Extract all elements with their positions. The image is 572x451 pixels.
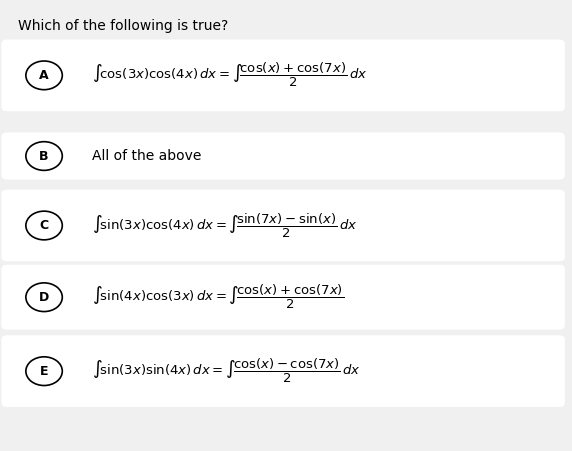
Text: D: D [39, 291, 49, 304]
Text: $\int\!\cos(3x)\cos(4x)\,dx = \int\!\dfrac{\cos(x)+\cos(7x)}{2}\,dx$: $\int\!\cos(3x)\cos(4x)\,dx = \int\!\dfr… [93, 61, 368, 89]
FancyBboxPatch shape [1, 265, 565, 330]
Text: All of the above: All of the above [93, 149, 202, 163]
FancyBboxPatch shape [1, 133, 565, 179]
Text: $\int\!\sin(3x)\sin(4x)\,dx = \int\!\dfrac{\cos(x)-\cos(7x)}{2}\,dx$: $\int\!\sin(3x)\sin(4x)\,dx = \int\!\dfr… [93, 357, 362, 385]
Text: E: E [40, 365, 48, 377]
FancyBboxPatch shape [1, 189, 565, 262]
FancyBboxPatch shape [1, 40, 565, 111]
Text: Which of the following is true?: Which of the following is true? [18, 19, 229, 33]
FancyBboxPatch shape [1, 335, 565, 407]
Text: B: B [39, 150, 49, 162]
Text: $\int\!\sin(4x)\cos(3x)\,dx = \int\!\dfrac{\cos(x)+\cos(7x)}{2}$: $\int\!\sin(4x)\cos(3x)\,dx = \int\!\dfr… [93, 283, 344, 311]
Text: C: C [39, 219, 49, 232]
Text: $\int\!\sin(3x)\cos(4x)\,dx = \int\!\dfrac{\sin(7x)-\sin(x)}{2}\,dx$: $\int\!\sin(3x)\cos(4x)\,dx = \int\!\dfr… [93, 212, 358, 239]
Text: A: A [39, 69, 49, 82]
